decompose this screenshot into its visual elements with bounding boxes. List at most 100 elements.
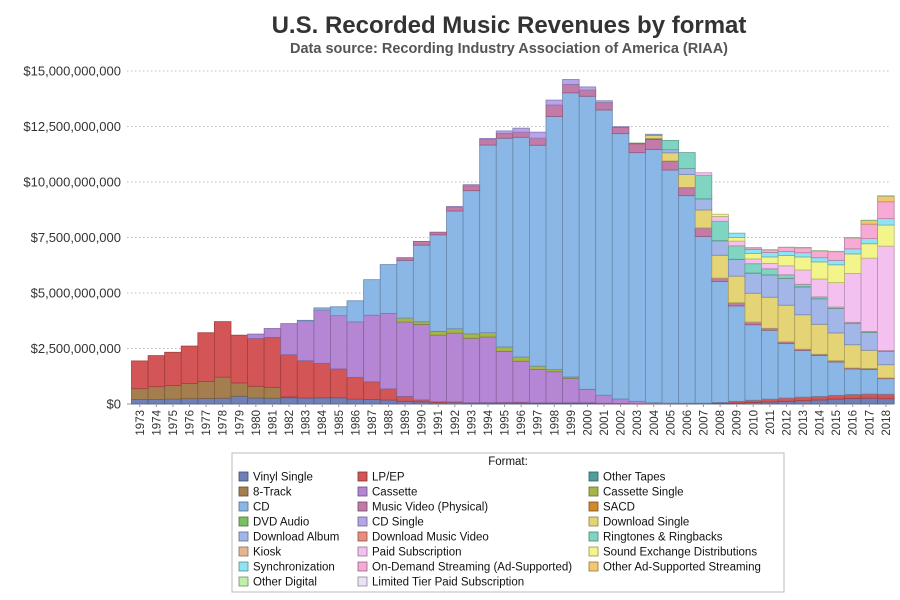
x-tick-label: 1979: [234, 410, 246, 436]
legend-label: CD Single: [372, 517, 424, 529]
bar-segment: [479, 137, 497, 140]
legend-label: Download Single: [603, 517, 689, 529]
x-tick-label: 2009: [732, 410, 744, 436]
bar-segment: [794, 252, 812, 258]
bar-segment: [495, 350, 514, 403]
bar-segment: [462, 333, 481, 339]
x-tick-label: 1992: [450, 410, 462, 436]
legend-swatch: [588, 546, 599, 557]
bar-segment: [711, 277, 729, 282]
bar-segment: [330, 315, 348, 370]
legend-item: Ringtones & Ringbacks: [588, 532, 723, 544]
bar-segment: [844, 323, 862, 346]
x-tick-label: 1987: [367, 410, 379, 436]
legend-item: CD: [238, 502, 270, 514]
bar-segment: [495, 130, 514, 134]
bar-segment: [164, 385, 182, 400]
legend-label: Cassette Single: [603, 487, 684, 499]
legend-swatch: [357, 561, 368, 572]
bar-segment: [694, 198, 713, 211]
x-tick-label: 1973: [135, 410, 147, 436]
bar-segment: [197, 332, 215, 382]
x-tick-label: 1980: [251, 410, 263, 436]
bar-segment: [529, 131, 547, 139]
bar-segment: [479, 144, 497, 334]
bar-segment: [678, 187, 696, 197]
bar-segment: [296, 360, 315, 399]
legend-label: Ringtones & Ringbacks: [603, 532, 723, 544]
x-tick-label: 1999: [566, 410, 578, 436]
legend-item: Other Tapes: [588, 472, 666, 484]
bar-segment: [296, 320, 315, 362]
bar-segment: [794, 314, 812, 350]
bars-area: [131, 79, 895, 405]
bar-segment: [230, 382, 248, 397]
bar-segment: [777, 397, 796, 402]
x-tick-label: 2008: [715, 410, 727, 436]
bar-segment: [429, 334, 447, 403]
bar-segment: [462, 185, 481, 192]
x-tick-label: 1981: [267, 410, 279, 436]
x-tick-label: 1995: [500, 410, 512, 436]
bar-segment: [396, 257, 414, 261]
bar-segment: [727, 275, 746, 304]
chart-title: U.S. Recorded Music Revenues by format: [272, 12, 747, 39]
bar-segment: [661, 152, 680, 162]
legend-label: CD: [253, 502, 270, 514]
legend-label: LP/EP: [372, 472, 405, 484]
x-tick-label: 1978: [218, 410, 230, 436]
bar-segment: [860, 243, 879, 259]
bar-segment: [827, 264, 845, 283]
bar-segment: [877, 378, 895, 395]
x-tick-label: 2013: [798, 410, 810, 436]
bar-segment: [147, 355, 166, 388]
bar-segment: [645, 133, 663, 136]
legend-swatch: [238, 546, 249, 557]
bar-segment: [578, 95, 597, 390]
bar-segment: [827, 282, 845, 308]
bar-segment: [595, 100, 613, 103]
series-on-demand-streaming-ad-supported-: [744, 201, 895, 261]
series-download-single: [645, 134, 895, 379]
bar-segment: [313, 307, 331, 311]
legend-item: Download Single: [588, 517, 689, 529]
x-tick-label: 2004: [649, 409, 661, 435]
x-tick-label: 2012: [781, 410, 793, 436]
bar-segment: [545, 104, 563, 117]
bar-segment: [844, 248, 862, 255]
y-tick-label: $7,500,000,000: [31, 230, 121, 245]
bar-segment: [727, 305, 746, 402]
y-tick-label: $10,000,000,000: [23, 175, 121, 190]
legend-item: CD Single: [357, 517, 424, 529]
bar-segment: [512, 356, 530, 362]
bar-segment: [578, 86, 597, 91]
x-tick-label: 1974: [151, 409, 163, 435]
legend-item: Limited Tier Paid Subscription: [357, 577, 524, 589]
legend-label: On-Demand Streaming (Ad-Supported): [372, 562, 572, 574]
bar-segment: [744, 263, 762, 274]
legend-label: Other Tapes: [603, 472, 666, 484]
bar-segment: [247, 338, 265, 387]
x-tick-label: 2011: [765, 410, 777, 435]
legend: Format: Vinyl Single 8-Track CD DVD Audio Do…: [231, 452, 785, 593]
bar-segment: [860, 332, 879, 351]
bar-segment: [529, 144, 547, 367]
legend-swatch: [357, 531, 368, 542]
x-tick-label: 1982: [284, 410, 296, 436]
legend-item: Download Album: [238, 532, 339, 544]
bar-segment: [744, 272, 762, 294]
bar-segment: [164, 351, 182, 386]
bar-segment: [794, 247, 812, 254]
bar-segment: [247, 333, 265, 339]
bar-segment: [777, 250, 796, 257]
legend-swatch: [588, 501, 599, 512]
bar-segment: [645, 138, 663, 150]
bar-segment: [363, 399, 381, 405]
legend-frame: [231, 452, 785, 593]
bar-segment: [877, 398, 895, 405]
bar-segment: [562, 79, 580, 85]
bar-segment: [412, 324, 431, 401]
legend-item: Vinyl Single: [238, 472, 313, 484]
bar-segment: [860, 223, 879, 240]
bar-segment: [512, 360, 530, 403]
